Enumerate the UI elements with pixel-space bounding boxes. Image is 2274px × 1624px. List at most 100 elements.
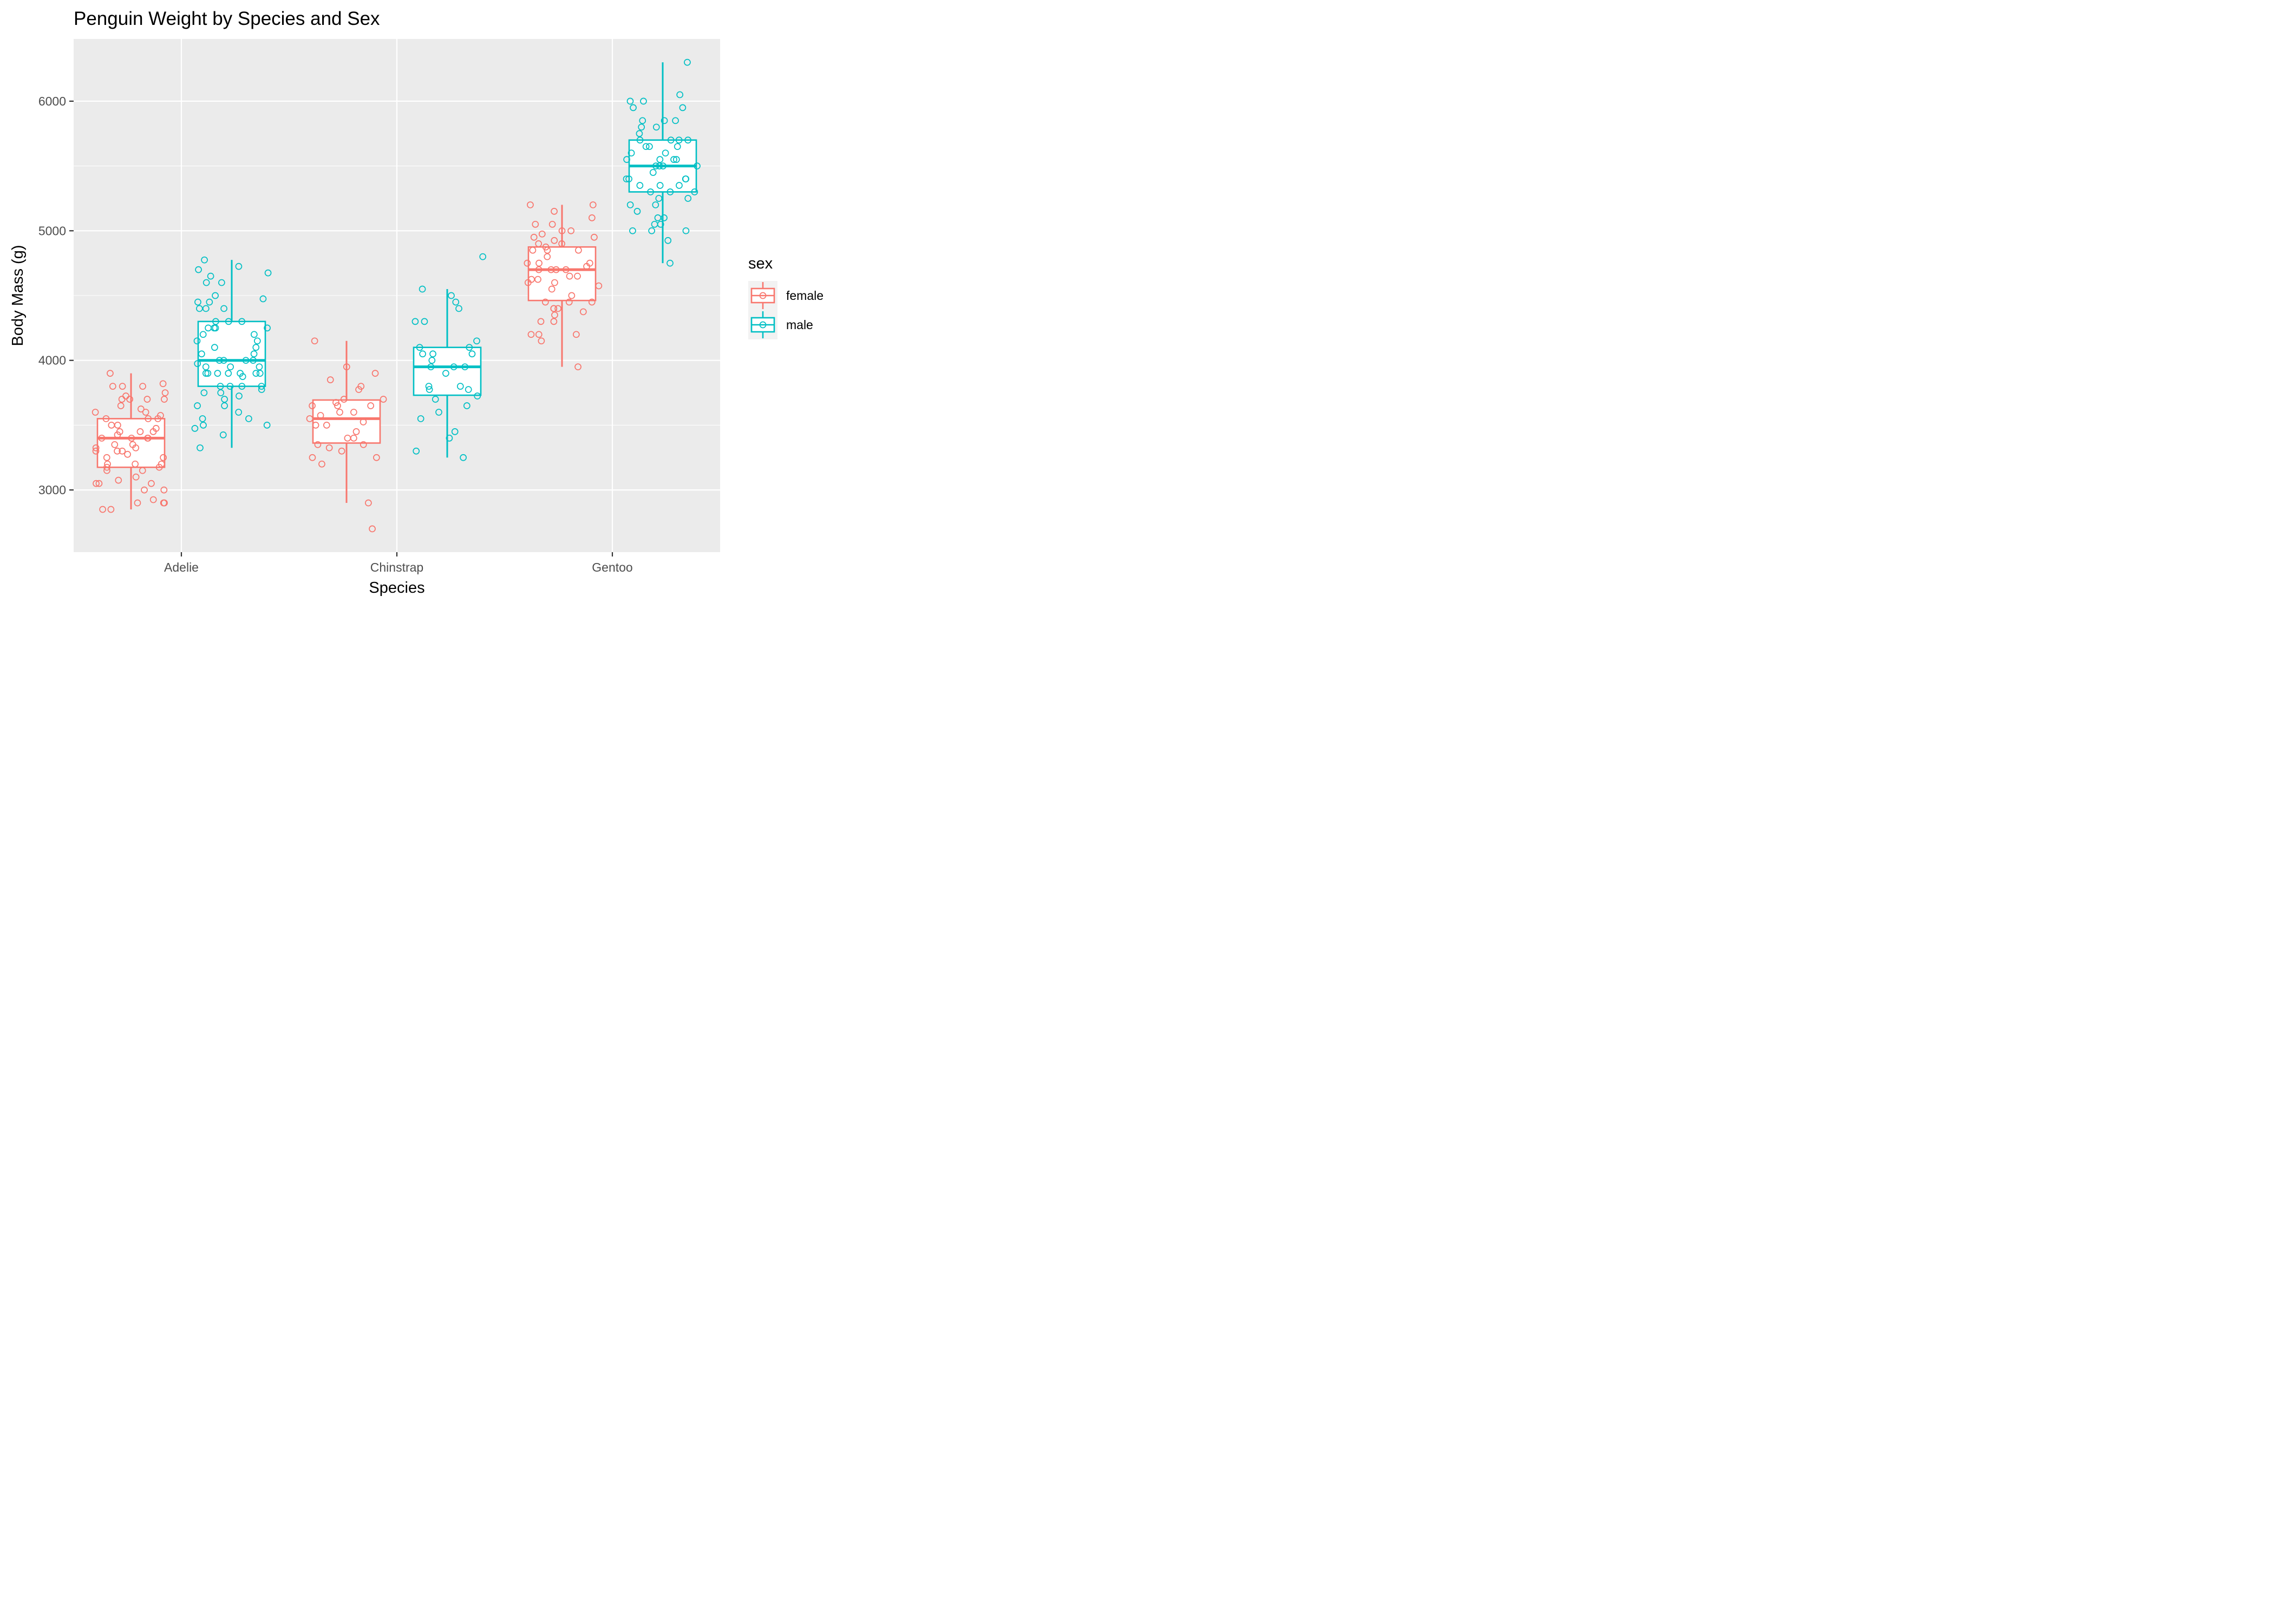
data-point	[416, 344, 423, 351]
data-point	[109, 383, 116, 390]
data-point	[352, 428, 360, 435]
data-point	[661, 117, 668, 125]
data-point	[365, 499, 372, 507]
data-point	[656, 162, 663, 169]
data-point	[103, 454, 110, 461]
data-point	[651, 220, 658, 228]
data-point	[373, 454, 380, 461]
data-point	[421, 318, 428, 325]
data-point	[656, 156, 664, 163]
data-point	[530, 233, 538, 241]
data-point	[238, 383, 246, 390]
data-point	[217, 383, 224, 390]
data-point	[343, 363, 350, 371]
data-point	[451, 428, 459, 435]
data-point	[551, 208, 558, 215]
data-point	[537, 318, 545, 325]
data-point	[640, 97, 647, 105]
data-point	[646, 143, 653, 150]
data-point	[92, 444, 100, 451]
data-point	[117, 402, 125, 409]
data-point	[574, 272, 581, 280]
legend-label-male: male	[786, 318, 813, 332]
data-point	[161, 396, 168, 403]
y-tick-label: 3000	[38, 483, 66, 497]
data-point	[132, 444, 140, 451]
data-point	[136, 428, 144, 435]
data-point	[154, 415, 161, 422]
data-point	[145, 415, 152, 422]
data-point	[527, 331, 535, 338]
data-point	[535, 259, 543, 267]
data-point	[633, 208, 641, 215]
data-point	[588, 298, 596, 306]
data-point	[139, 467, 146, 474]
data-point	[202, 363, 210, 371]
data-point	[344, 434, 351, 442]
legend-key-point	[759, 292, 767, 299]
data-point	[200, 422, 207, 429]
data-point	[659, 162, 666, 169]
data-point	[306, 415, 313, 422]
legend-key-male: male	[748, 310, 813, 339]
data-point	[670, 156, 677, 163]
legend-key-point	[759, 321, 767, 329]
data-point	[263, 422, 271, 429]
data-point	[676, 91, 684, 99]
data-point	[679, 104, 687, 112]
data-point	[204, 370, 212, 377]
legend-key-female: female	[748, 281, 824, 310]
data-point	[256, 363, 263, 371]
data-point	[682, 175, 689, 182]
data-point	[583, 263, 590, 270]
data-point	[155, 463, 163, 471]
data-point	[369, 525, 376, 533]
major-gridlines	[74, 39, 720, 552]
data-point	[532, 220, 539, 228]
data-point	[623, 175, 630, 182]
data-point	[427, 363, 435, 371]
data-point	[652, 162, 659, 169]
data-point	[92, 447, 100, 455]
data-point	[562, 266, 570, 273]
boxplot-chart: Penguin Weight by Species and Sex 3000 40…	[9, 8, 824, 597]
data-point	[107, 506, 115, 513]
data-point	[548, 220, 556, 228]
data-point	[648, 227, 656, 234]
box-male-chinstrap	[411, 253, 487, 461]
data-point	[558, 227, 566, 234]
data-point	[435, 409, 442, 416]
data-point	[226, 383, 234, 390]
data-point	[199, 331, 207, 338]
box-female-chinstrap	[306, 337, 387, 533]
data-point	[672, 117, 679, 125]
data-point	[642, 143, 650, 150]
data-point	[572, 331, 580, 338]
data-point	[239, 373, 246, 380]
data-point	[159, 380, 167, 388]
data-point	[107, 370, 114, 377]
data-point	[473, 337, 480, 345]
data-point	[538, 230, 546, 238]
data-point	[662, 149, 669, 157]
data-point	[199, 415, 206, 422]
data-point	[446, 434, 453, 442]
data-point	[198, 350, 205, 358]
data-point	[419, 350, 426, 358]
data-point	[630, 104, 637, 112]
data-point	[220, 357, 227, 364]
data-point	[623, 156, 630, 163]
data-point	[139, 383, 146, 390]
data-point	[442, 370, 449, 377]
legend-label-female: female	[786, 289, 824, 303]
data-point	[674, 143, 681, 150]
data-point	[529, 246, 537, 254]
data-point	[250, 357, 257, 364]
legend-title: sex	[748, 255, 773, 272]
data-point	[565, 298, 573, 306]
data-point	[103, 467, 110, 474]
data-point	[542, 243, 550, 251]
data-point	[250, 350, 258, 358]
y-tick-label: 5000	[38, 224, 66, 238]
data-point	[132, 460, 139, 468]
